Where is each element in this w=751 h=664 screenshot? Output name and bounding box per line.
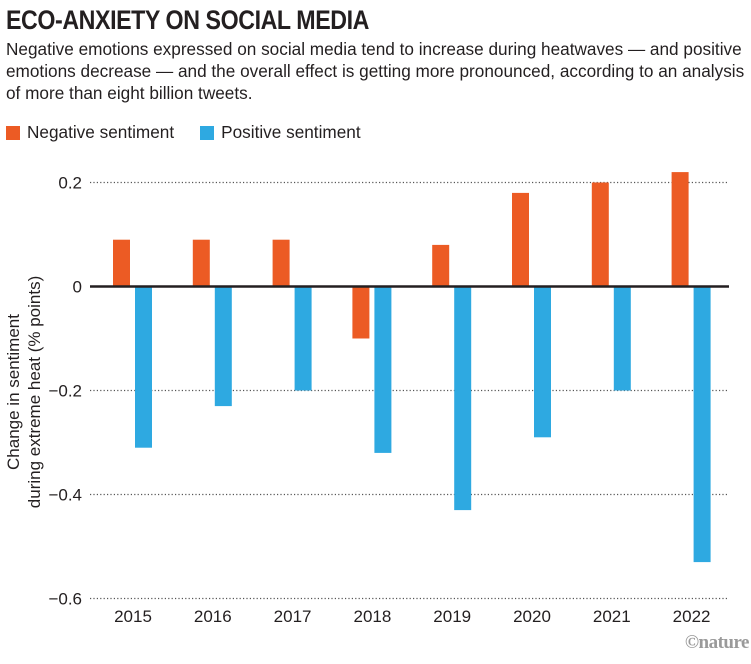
y-tick-label: −0.4 bbox=[48, 486, 82, 505]
bars bbox=[113, 172, 711, 563]
bar-negative-sentiment bbox=[352, 286, 370, 339]
legend-item-positive: Positive sentiment bbox=[200, 122, 361, 143]
x-tick-label: 2018 bbox=[353, 607, 391, 626]
bar-positive-sentiment bbox=[693, 286, 711, 563]
y-axis-ticks: 0.2 0 −0.2 −0.4 −0.6 bbox=[48, 174, 82, 609]
bar-positive-sentiment bbox=[534, 286, 551, 438]
legend-label-negative: Negative sentiment bbox=[27, 122, 175, 142]
bar-negative-sentiment bbox=[113, 239, 130, 287]
legend-item-negative: Negative sentiment bbox=[6, 122, 174, 143]
y-tick-label: −0.6 bbox=[48, 590, 82, 609]
bar-positive-sentiment bbox=[135, 286, 152, 448]
y-tick-label: 0 bbox=[73, 278, 82, 297]
bar-negative-sentiment bbox=[192, 239, 210, 287]
y-axis-label-line1: Change in sentiment bbox=[4, 314, 23, 470]
legend-label-positive: Positive sentiment bbox=[221, 122, 361, 142]
bar-positive-sentiment bbox=[613, 286, 631, 391]
chart-title: ECO-ANXIETY ON SOCIAL MEDIA bbox=[6, 5, 369, 35]
x-tick-label: 2020 bbox=[513, 607, 551, 626]
bar-negative-sentiment bbox=[591, 182, 609, 287]
x-tick-label: 2015 bbox=[114, 607, 152, 626]
gridlines bbox=[90, 181, 729, 600]
legend-swatch-negative bbox=[6, 125, 20, 140]
bar-negative-sentiment bbox=[432, 244, 450, 287]
bar-positive-sentiment bbox=[454, 286, 472, 511]
chart-subtitle: Negative emotions expressed on social me… bbox=[6, 39, 745, 103]
x-axis-ticks: 2015 2016 2017 2018 2019 2020 2021 2022 bbox=[114, 607, 710, 626]
bar-positive-sentiment bbox=[374, 286, 392, 453]
bar-negative-sentiment bbox=[272, 239, 290, 287]
x-tick-label: 2019 bbox=[433, 607, 471, 626]
x-tick-label: 2021 bbox=[593, 607, 631, 626]
x-tick-label: 2017 bbox=[274, 607, 312, 626]
x-tick-label: 2022 bbox=[673, 607, 711, 626]
legend: Negative sentiment Positive sentiment bbox=[6, 122, 387, 143]
y-axis-label-line2: during extreme heat (% points) bbox=[25, 276, 44, 508]
bar-negative-sentiment bbox=[671, 172, 689, 287]
y-tick-label: 0.2 bbox=[58, 174, 82, 193]
x-tick-label: 2016 bbox=[194, 607, 232, 626]
bar-negative-sentiment bbox=[512, 192, 529, 287]
bar-positive-sentiment bbox=[214, 286, 232, 407]
bar-positive-sentiment bbox=[294, 286, 312, 391]
legend-swatch-positive bbox=[200, 125, 215, 140]
nature-credit: ©nature bbox=[684, 632, 750, 653]
y-tick-label: −0.2 bbox=[48, 382, 82, 401]
